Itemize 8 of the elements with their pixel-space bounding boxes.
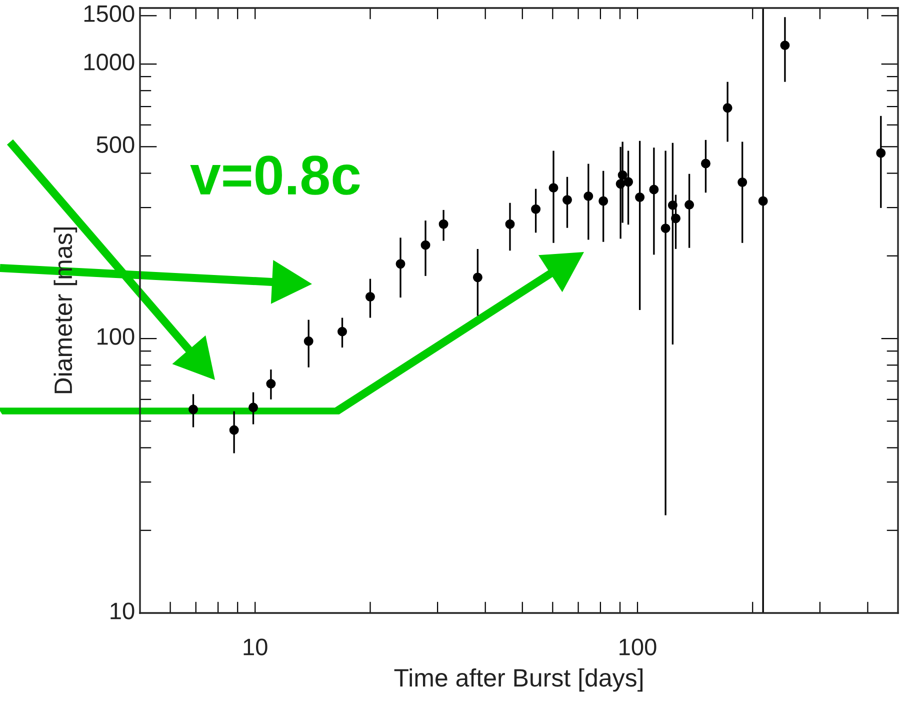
y-axis-title: Diameter [mas] [54, 228, 78, 394]
x-axis-title: Time after Burst [days] [394, 668, 642, 692]
y-tick-label: 100 [98, 328, 134, 345]
y-tick-label: 10 [110, 602, 134, 620]
y-tick-label: 1500 [84, 5, 134, 22]
y-tick-label: 1000 [84, 54, 134, 70]
y-tick-label: 500 [96, 136, 134, 153]
annotation: v=0.8c [190, 156, 360, 195]
